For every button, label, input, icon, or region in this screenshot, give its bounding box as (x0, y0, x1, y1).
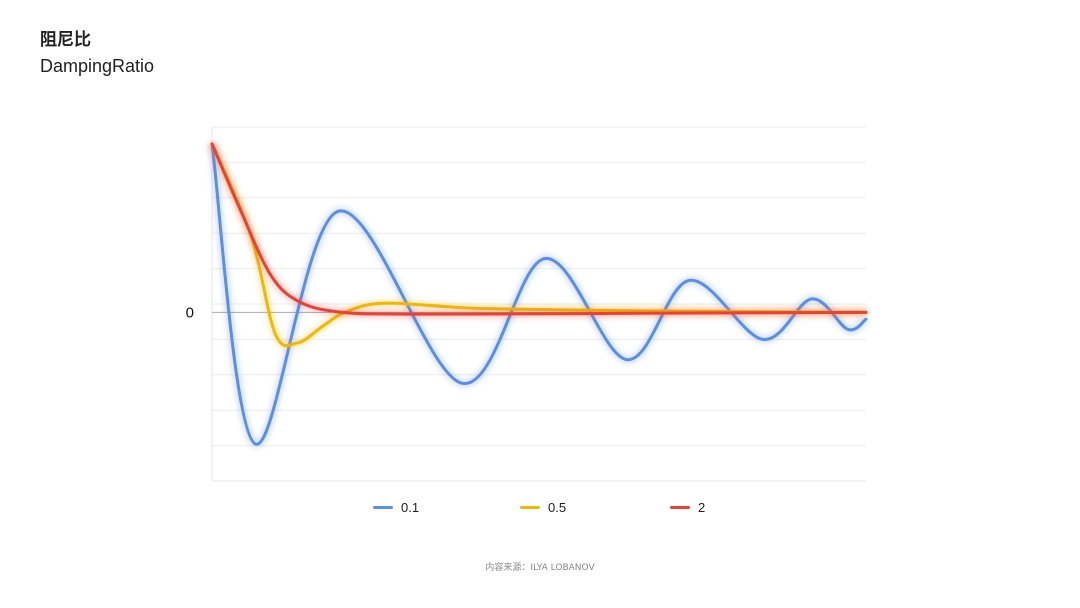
title-block: 阻尼比 DampingRatio (40, 28, 154, 78)
legend-swatch (670, 506, 690, 509)
legend: 0.1 0.5 2 (0, 500, 1080, 520)
series-line (210, 142, 868, 446)
legend-item: 2 (670, 500, 705, 515)
legend-swatch (373, 506, 393, 509)
y-tick-label: 0 (186, 304, 194, 321)
chart-title-en: DampingRatio (40, 56, 155, 76)
chart-title-cn: 阻尼比 (40, 30, 91, 50)
series-0 (208, 142, 869, 448)
legend-swatch (520, 506, 540, 509)
legend-label: 0.1 (401, 500, 420, 515)
gridlines (212, 126, 866, 482)
series-2 (208, 142, 868, 318)
series-glow (208, 143, 869, 448)
legend-label: 2 (698, 500, 706, 515)
legend-item: 0.5 (520, 500, 566, 515)
series-glow (208, 142, 867, 318)
series-line (210, 142, 868, 316)
source-note: 内容来源：ILYA LOBANOV (485, 563, 595, 573)
legend-label: 0.5 (548, 500, 567, 515)
legend-item: 0.1 (373, 500, 419, 515)
